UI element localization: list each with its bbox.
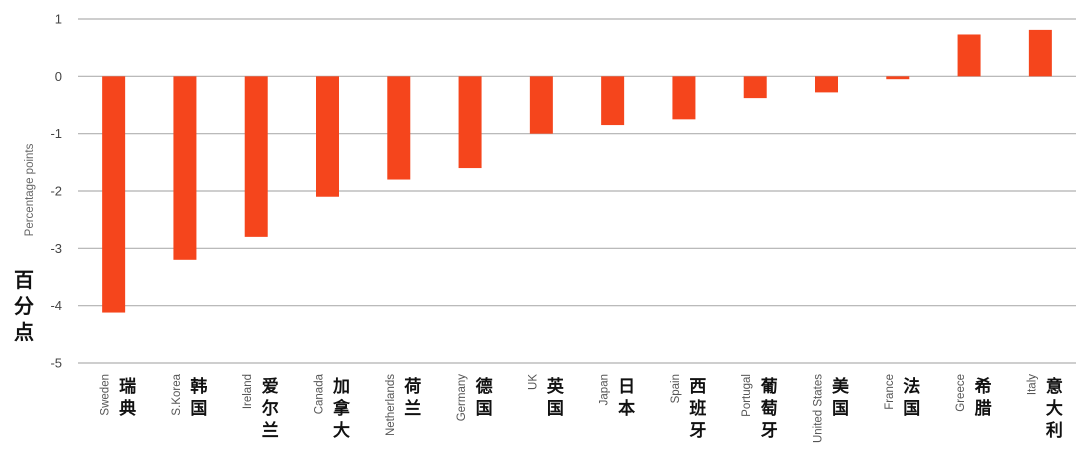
x-tick-label: Japan [599,374,611,405]
bar [458,76,482,169]
x-tick-label: Canada [314,373,326,414]
x-tick-label-zh: 西班牙 [689,377,706,441]
y-axis-label-zh: 百分点 [14,268,34,344]
y-tick-label: -5 [50,356,62,371]
x-tick-label: Germany [456,374,468,422]
x-tick-label: Sweden [100,374,112,416]
bar [957,34,981,77]
bar [886,76,910,80]
x-tick-label-zh: 法国 [903,376,920,419]
x-tick-label: Italy [1026,374,1038,395]
x-tick-label-zh: 瑞典 [119,377,136,419]
bar [672,76,696,120]
x-tick-label: UK [527,374,539,390]
bar [601,76,625,126]
bar [743,76,767,99]
bar [102,76,126,313]
y-tick-label: -2 [50,184,62,199]
y-tick-label: -1 [50,126,62,141]
x-tick-label-zh: 荷兰 [404,376,421,419]
x-tick-label: Spain [670,374,682,403]
y-tick-label: -4 [50,298,62,313]
y-tick-label: -3 [50,241,62,256]
x-tick-label: France [884,374,896,410]
x-tick-label: Netherlands [385,374,397,436]
bar [244,76,268,237]
x-tick-label: Portugal [741,374,753,417]
x-tick-label-zh: 韩国 [190,376,207,419]
x-tick-label-zh: 葡萄牙 [760,377,778,441]
x-tick-label: Greece [955,374,967,412]
grid-lines [78,18,1076,364]
x-tick-label-zh: 日本 [618,377,635,419]
bar [815,76,838,93]
x-tick-label-zh: 加拿大 [332,377,351,441]
y-tick-labels: 1 0 -1 -2 -3 -4 -5 [50,12,62,371]
y-axis-label: Percentage points [24,143,36,236]
x-tick-label-zh: 希腊 [975,376,992,419]
x-tick-label-zh: 英国 [547,376,565,419]
bar [1028,29,1052,77]
x-tick-label-zh: 爱尔兰 [262,376,279,441]
bars [102,29,1052,313]
bar [173,76,197,260]
x-tick-label-zh: 德国 [476,376,493,419]
x-tick-label: United States [813,374,825,443]
x-tick-label: Ireland [242,374,254,409]
x-category-labels: Sweden 瑞典 S.Korea 韩国 Ireland 爱尔兰 Canada 加拿大 Neth… [100,373,1063,443]
x-tick-label-zh: 意大利 [1046,376,1063,441]
y-tick-label: 1 [55,12,62,27]
x-tick-label-zh: 美国 [832,376,850,419]
x-tick-label: S.Korea [171,373,183,415]
bar [529,76,553,134]
bar [316,76,339,197]
bar [387,76,411,180]
y-tick-label: 0 [55,69,62,84]
